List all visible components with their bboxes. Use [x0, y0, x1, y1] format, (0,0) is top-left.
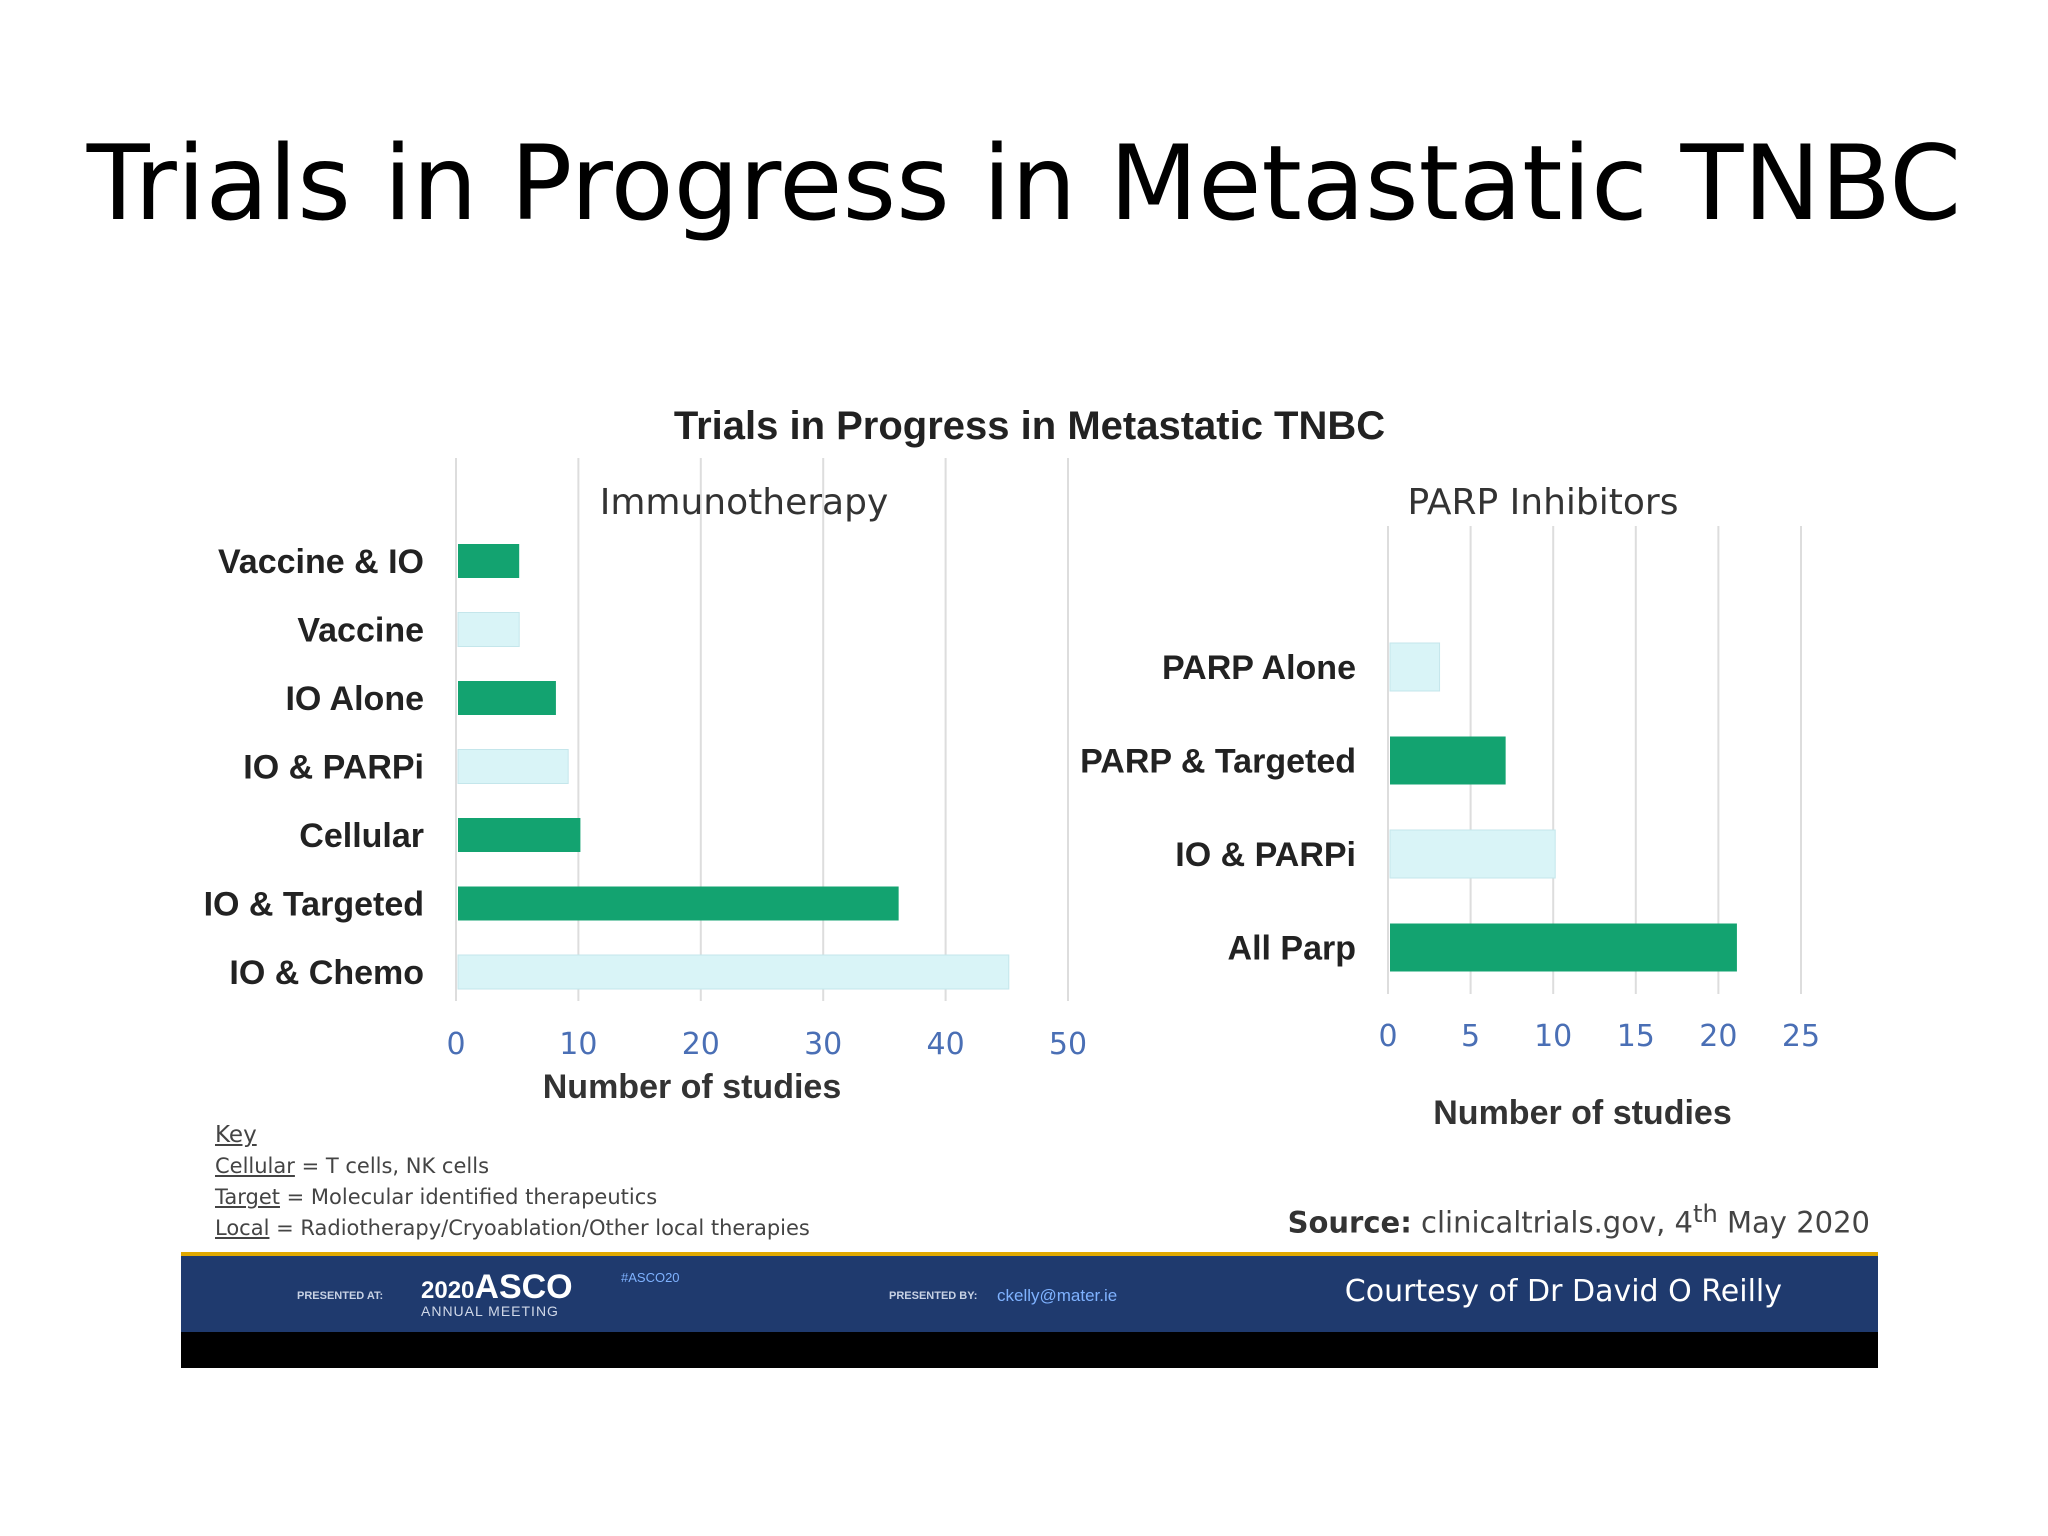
parp-tick-label-10: 10 [1534, 1019, 1572, 1054]
immuno-bar-io-alone [458, 681, 556, 715]
immuno-category-label-io-targeted: IO & Targeted [204, 886, 424, 924]
immuno-tick-label-0: 0 [446, 1027, 465, 1062]
immuno-bar-cellular [458, 818, 581, 852]
parp-x-axis-label: Number of studies [1433, 1094, 1731, 1132]
immuno-bar-vaccine-io [458, 544, 520, 578]
parp-category-label-all-parp: All Parp [1228, 930, 1356, 968]
immuno-category-label-vaccine: Vaccine [297, 612, 424, 650]
parp-subtitle: PARP Inhibitors [1407, 482, 1678, 523]
key-item-cellular: Cellular = T cells, NK cells [215, 1154, 490, 1178]
parp-bar-io-parpi [1389, 829, 1556, 879]
presented-by-label: PRESENTED BY: [889, 1290, 978, 1302]
immuno-bar-io-targeted [458, 886, 899, 921]
presented-at-label: PRESENTED AT: [297, 1290, 384, 1302]
immuno-tick-label-10: 10 [559, 1027, 597, 1062]
immuno-x-axis-label: Number of studies [543, 1068, 841, 1106]
key-item-local: Local = Radiotherapy/Cryoablation/Other … [215, 1216, 810, 1240]
parp-tick-label-25: 25 [1782, 1019, 1820, 1054]
parp-bar-parp-alone [1389, 642, 1441, 692]
footer-banner: PRESENTED AT: 2020ASCO ANNUAL MEETING #A… [181, 1252, 1878, 1332]
key-heading: Key [215, 1122, 257, 1148]
immuno-category-label-cellular: Cellular [299, 817, 424, 855]
immuno-tick-label-40: 40 [927, 1027, 965, 1062]
parp-tick-label-0: 0 [1378, 1019, 1397, 1054]
parp-bar-all-parp [1390, 923, 1737, 972]
immuno-tick-label-30: 30 [804, 1027, 842, 1062]
hashtag: #ASCO20 [621, 1270, 680, 1285]
immuno-bar-io-chemo [457, 954, 1010, 990]
immuno-tick-label-50: 50 [1049, 1027, 1087, 1062]
asco-logo: 2020ASCO ANNUAL MEETING [421, 1268, 573, 1319]
source-note: Source: clinicaltrials.gov, 4th May 2020 [1287, 1200, 1870, 1240]
footer-black-bar [181, 1332, 1878, 1368]
parp-category-label-io-parpi: IO & PARPi [1175, 836, 1356, 874]
chart-panel: Trials in Progress in Metastatic TNBC 0 1… [181, 386, 1878, 1386]
parp-tick-label-5: 5 [1461, 1019, 1480, 1054]
immuno-tick-label-20: 20 [682, 1027, 720, 1062]
parp-category-label-parp-targeted: PARP & Targeted [1080, 743, 1356, 781]
immuno-category-label-io-alone: IO Alone [285, 680, 424, 718]
key-item-target: Target = Molecular identified therapeuti… [215, 1185, 658, 1209]
chart-key: Key Cellular = T cells, NK cells Target … [215, 1120, 810, 1244]
immuno-category-label-io-chemo: IO & Chemo [229, 954, 424, 992]
parp-tick-label-15: 15 [1617, 1019, 1655, 1054]
immuno-bar-vaccine [457, 612, 520, 647]
immuno-category-label-vaccine-io: Vaccine & IO [218, 543, 424, 581]
parp-tick-label-20: 20 [1699, 1019, 1737, 1054]
parp-category-label-parp-alone: PARP Alone [1162, 649, 1356, 687]
chart-title: Trials in Progress in Metastatic TNBC [673, 404, 1386, 448]
immuno-category-label-io-parpi: IO & PARPi [243, 749, 424, 787]
slide-title: Trials in Progress in Metastatic TNBC [86, 124, 1962, 244]
courtesy-text: Courtesy of Dr David O Reilly [1344, 1274, 1782, 1309]
parp-bar-parp-targeted [1390, 736, 1506, 785]
immuno-subtitle: Immunotherapy [600, 482, 889, 523]
immuno-bar-io-parpi [457, 749, 569, 784]
presenter-email: ckelly@mater.ie [997, 1286, 1118, 1305]
